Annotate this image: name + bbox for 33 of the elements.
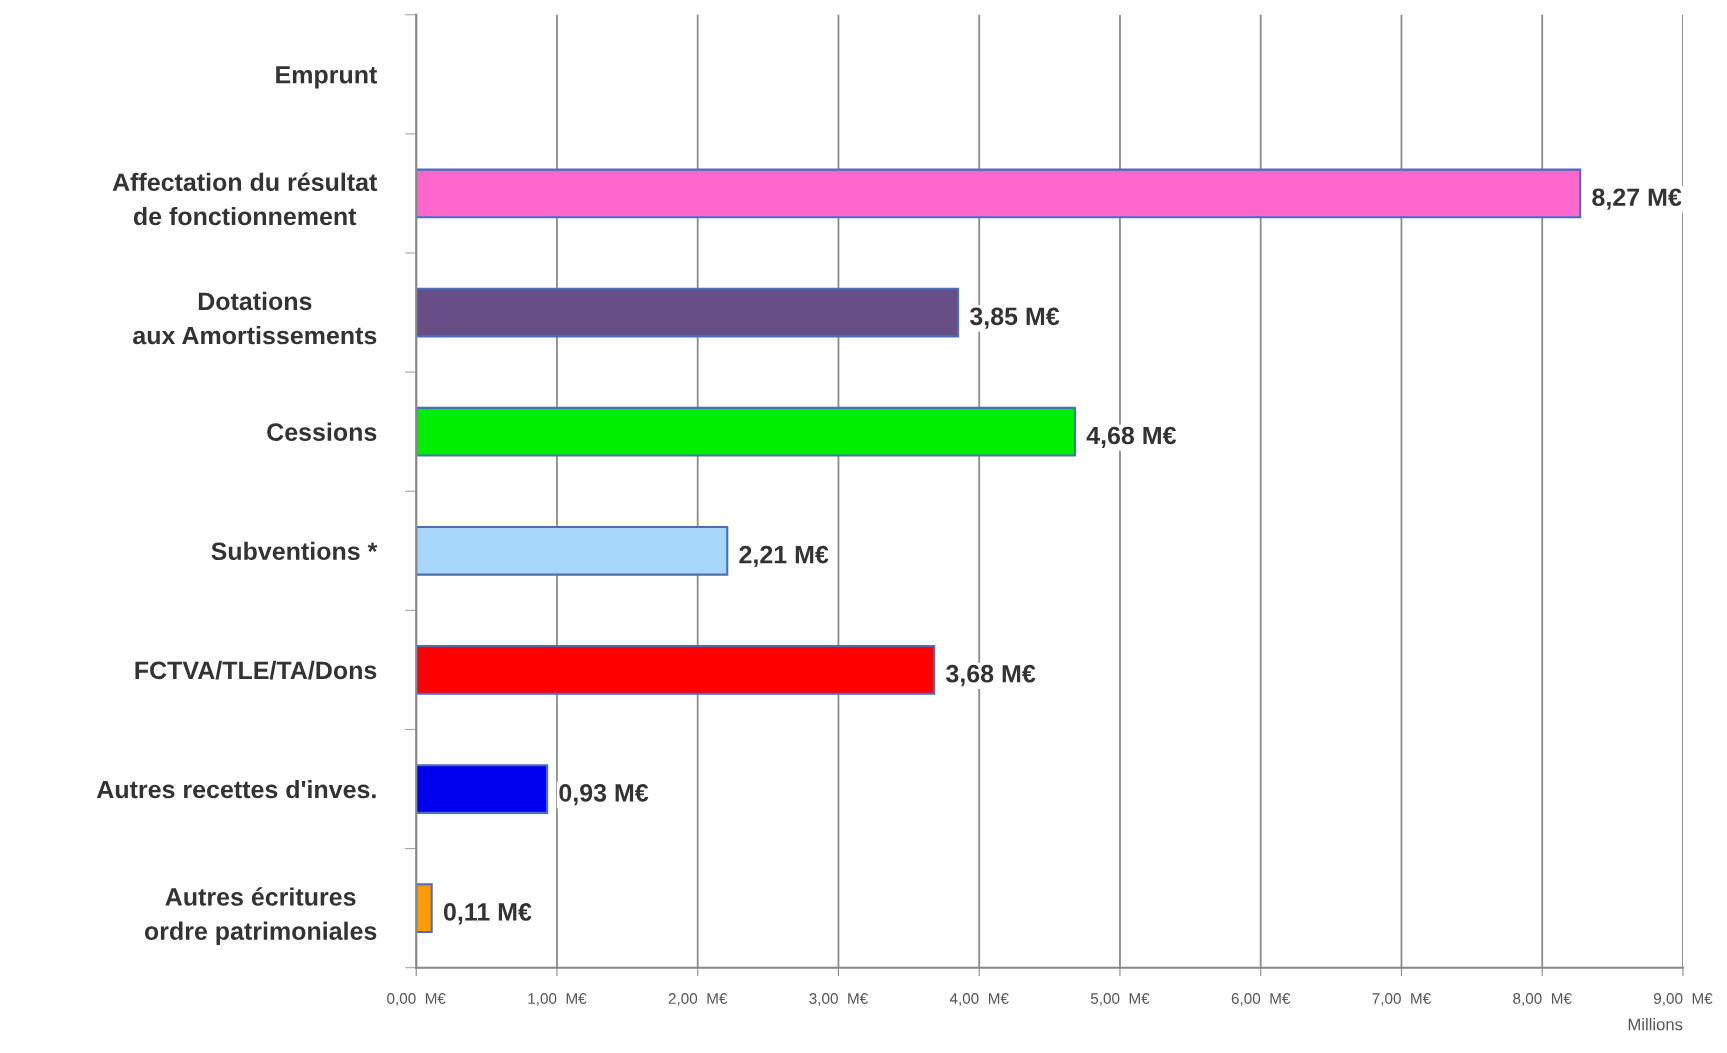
data-label: 4,68 M€ bbox=[1086, 426, 1177, 448]
data-label: 0,11 M€ bbox=[443, 903, 532, 925]
y-tick-label: Autres écritures ordre patrimoniales bbox=[144, 887, 377, 945]
x-tick-label: 9,00 M€ bbox=[1653, 993, 1713, 1006]
bar bbox=[416, 645, 936, 695]
bar bbox=[416, 406, 1076, 457]
x-axis-title: Millions bbox=[1628, 1018, 1683, 1031]
y-tick-label: Subventions * bbox=[211, 541, 378, 561]
x-tick-label: 4,00 M€ bbox=[949, 993, 1009, 1006]
y-tick-label: FCTVA/TLE/TA/Dons bbox=[135, 660, 377, 680]
x-tick-label: 1,00 M€ bbox=[528, 993, 587, 1006]
bar bbox=[416, 525, 729, 576]
y-tick-label: Autres recettes d'inves. bbox=[96, 779, 376, 799]
x-tick-label: 6,00 M€ bbox=[1231, 993, 1291, 1006]
data-label: 8,27 M€ bbox=[1592, 188, 1682, 210]
x-tick-label: 2,00 M€ bbox=[668, 993, 728, 1006]
x-tick-label: 8,00 M€ bbox=[1513, 993, 1572, 1006]
x-tick-label: 3,00 M€ bbox=[809, 993, 868, 1006]
y-tick-label: Dotations aux Amortissements bbox=[133, 291, 377, 345]
x-tick-label: 0,00 M€ bbox=[387, 993, 446, 1006]
x-tick-label: 7,00 M€ bbox=[1372, 993, 1431, 1006]
data-label: 2,21 M€ bbox=[739, 545, 829, 568]
x-tick-label: 5,00 M€ bbox=[1090, 993, 1150, 1006]
bar bbox=[416, 287, 960, 338]
bar bbox=[416, 168, 1582, 219]
data-label: 0,93 M€ bbox=[559, 783, 649, 806]
y-tick-label: Emprunt bbox=[276, 66, 378, 89]
bar bbox=[416, 764, 549, 814]
data-label: 3,68 M€ bbox=[946, 664, 1036, 687]
bar bbox=[416, 883, 433, 934]
y-tick-label: Cessions bbox=[267, 422, 377, 441]
data-label: 3,85 M€ bbox=[969, 307, 1060, 329]
y-tick-label: Affectation du résultat de fonctionnement bbox=[112, 172, 378, 226]
